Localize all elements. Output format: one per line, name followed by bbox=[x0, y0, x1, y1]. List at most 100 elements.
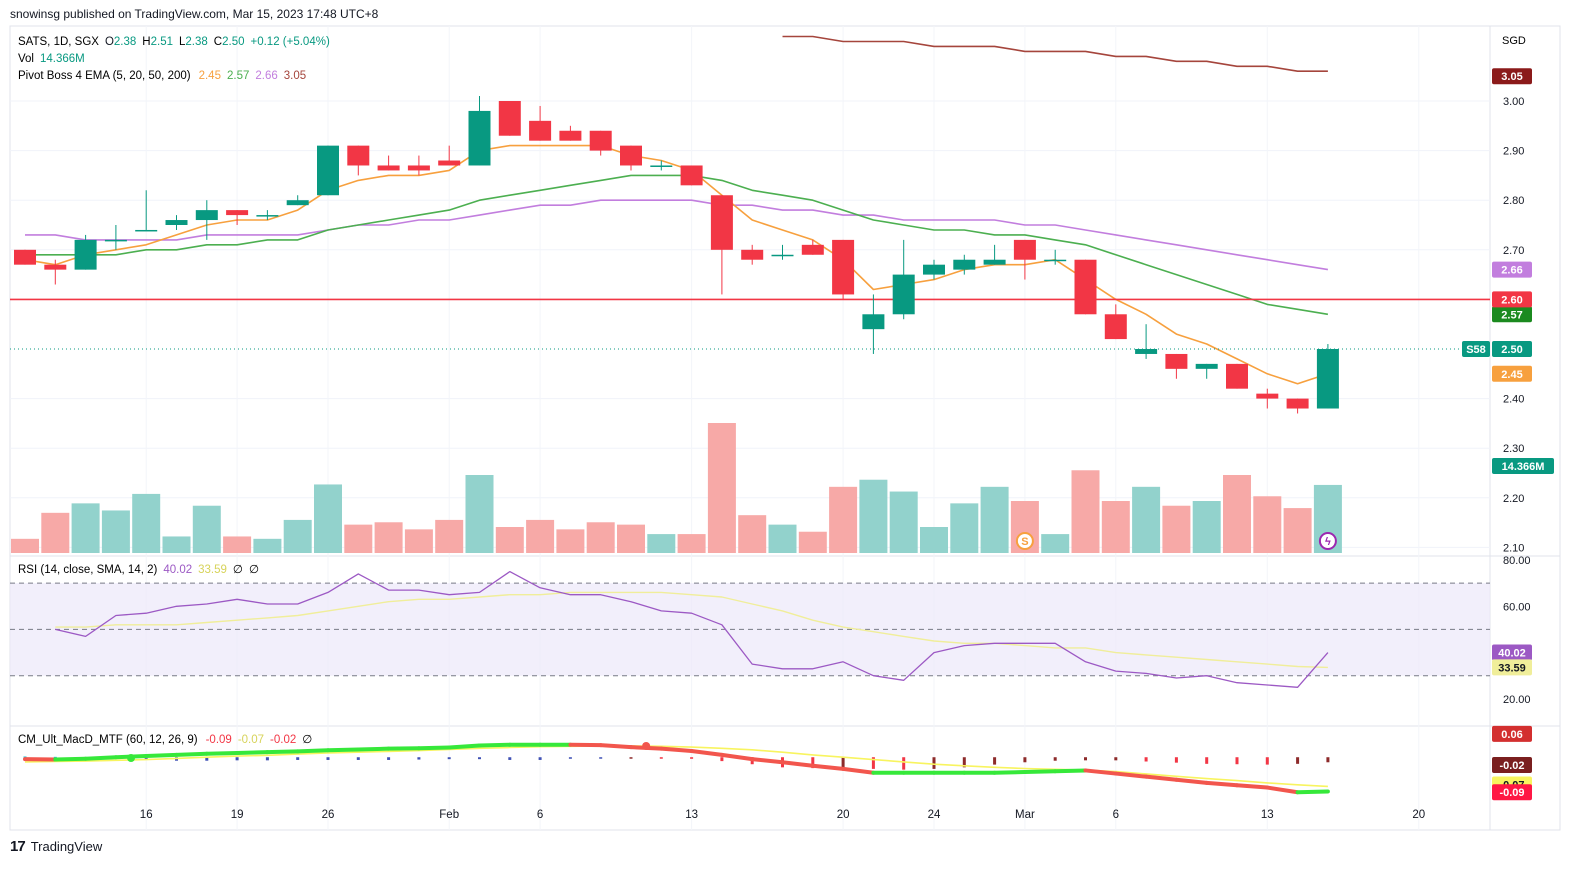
candle-body bbox=[256, 215, 279, 217]
legend-symbol[interactable]: SATS, 1D, SGX O2.38 H2.51 L2.38 C2.50 +0.12 (… bbox=[18, 36, 330, 48]
candle-body bbox=[44, 264, 67, 270]
macd-histogram-bar bbox=[993, 757, 997, 765]
price-tick-label: 2.30 bbox=[1503, 443, 1524, 455]
volume-bar bbox=[889, 491, 918, 553]
macd-line-segment bbox=[1265, 785, 1300, 795]
last-price-badge: 2.50 bbox=[1492, 341, 1532, 357]
session-badge: S58 bbox=[1462, 341, 1490, 357]
volume-bar bbox=[101, 510, 130, 553]
macd-badge-bg bbox=[1492, 757, 1532, 773]
macd-line-segment bbox=[477, 742, 512, 748]
rsi-badge: 33.59 bbox=[1492, 659, 1532, 676]
candle-body bbox=[1013, 239, 1036, 260]
volume-bar bbox=[617, 524, 645, 553]
volume-bar bbox=[586, 522, 615, 553]
candle-body bbox=[953, 259, 976, 270]
candle-body bbox=[1165, 353, 1188, 369]
macd-histogram-bar bbox=[902, 757, 906, 770]
legend-volume[interactable]: Vol 14.366M bbox=[18, 53, 85, 65]
candle-body bbox=[1195, 363, 1218, 369]
candle-body bbox=[1256, 393, 1279, 399]
rsi-badge-bg bbox=[1492, 659, 1532, 676]
price-tick-label: 2.90 bbox=[1503, 146, 1524, 158]
session-badge-bg bbox=[1462, 341, 1490, 357]
macd-histogram-bar bbox=[871, 757, 875, 769]
candle-body bbox=[438, 160, 461, 166]
candle-body bbox=[983, 259, 1006, 265]
rsi-badge-text: 33.59 bbox=[1498, 662, 1526, 674]
macd-line-segment bbox=[326, 747, 361, 753]
macd-histogram-bar bbox=[447, 757, 451, 760]
volume-badge-bg bbox=[1492, 458, 1554, 474]
macd-line-segment bbox=[53, 756, 88, 762]
macd-histogram-bar bbox=[235, 757, 239, 761]
candle-body bbox=[104, 239, 127, 242]
macd-line-segment bbox=[144, 752, 179, 759]
candle-body bbox=[650, 165, 673, 167]
macd-line-segment bbox=[1113, 771, 1149, 779]
macd-histogram-bar bbox=[1053, 757, 1057, 761]
macd-line-segment bbox=[447, 743, 482, 750]
candle-body bbox=[1044, 259, 1067, 262]
volume-bar bbox=[162, 536, 191, 553]
price-pane-frame bbox=[9, 25, 1561, 557]
ema50-line bbox=[25, 199, 1329, 271]
macd-line-segment bbox=[83, 755, 118, 761]
candle-body bbox=[559, 130, 582, 141]
macd-line-segment bbox=[356, 746, 391, 752]
rsi-tick-label: 80.00 bbox=[1503, 555, 1531, 567]
volume-bar bbox=[192, 505, 221, 553]
ema20-badge-text: 2.57 bbox=[1501, 309, 1522, 321]
legend-macd[interactable]: CM_Ult_MacD_MTF (60, 12, 26, 9) -0.09 -0.0… bbox=[18, 734, 312, 746]
volume-bar bbox=[1041, 534, 1070, 553]
legend-rsi[interactable]: RSI (14, close, SMA, 14, 2) 40.02 33.59 ∅ ∅ bbox=[18, 564, 259, 576]
volume-bar bbox=[829, 486, 858, 553]
rsi-tick-label: 20.00 bbox=[1503, 694, 1531, 706]
earnings-icon-circle bbox=[1318, 532, 1337, 550]
candle-body bbox=[832, 239, 855, 295]
dividend-icon-circle bbox=[1015, 532, 1034, 550]
volume-bar bbox=[1253, 496, 1282, 553]
macd-line-segment bbox=[204, 750, 240, 756]
session-badge-text: S58 bbox=[1466, 344, 1486, 356]
candle-body bbox=[1135, 349, 1158, 354]
ema5-badge-bg bbox=[1492, 365, 1532, 382]
macd-line-segment bbox=[810, 763, 846, 771]
pivot-badge-bg bbox=[1492, 291, 1532, 308]
macd-cross-down-marker bbox=[642, 741, 651, 750]
dividend-icon: S bbox=[1015, 532, 1034, 550]
time-tick-label: 6 bbox=[537, 809, 543, 821]
legend-ema[interactable]: Pivot Boss 4 EMA (5, 20, 50, 200) 2.45 2.5… bbox=[18, 70, 306, 82]
macd-line-segment bbox=[235, 750, 270, 755]
ema5-line bbox=[24, 144, 1329, 385]
volume-badge-text: 14.366M bbox=[1502, 461, 1545, 473]
macd-line-segment bbox=[295, 748, 330, 754]
candle-body bbox=[801, 244, 824, 255]
volume-bar bbox=[283, 519, 312, 553]
macd-histogram-bar bbox=[356, 757, 360, 760]
macd-histogram-bar bbox=[1326, 757, 1330, 763]
candle-body bbox=[468, 110, 491, 166]
publish-info: snowinsg published on TradingView.com, M… bbox=[10, 7, 379, 21]
volume-bar bbox=[253, 538, 282, 553]
ema50-badge-bg bbox=[1492, 261, 1532, 278]
price-tick-label: 2.20 bbox=[1503, 493, 1524, 505]
footer-brand[interactable]: 17 TradingView bbox=[10, 838, 102, 855]
candle-body bbox=[226, 210, 249, 216]
ema200-badge-text: 3.05 bbox=[1501, 71, 1522, 83]
macd-line-segment bbox=[598, 743, 633, 750]
volume-bar bbox=[677, 534, 706, 553]
volume-bar bbox=[495, 527, 524, 553]
macd-histogram-bar bbox=[1084, 757, 1087, 761]
macd-line-segment bbox=[659, 746, 694, 753]
time-tick-label: 16 bbox=[140, 809, 153, 821]
macd-line-segment bbox=[174, 751, 209, 757]
macd-histogram-bar bbox=[417, 757, 421, 760]
candle-body bbox=[195, 210, 218, 221]
ema200-line bbox=[782, 35, 1328, 72]
candle-body bbox=[1074, 259, 1097, 315]
macd-cross-up-marker bbox=[127, 754, 136, 762]
rsi-badge: 40.02 bbox=[1492, 644, 1532, 661]
